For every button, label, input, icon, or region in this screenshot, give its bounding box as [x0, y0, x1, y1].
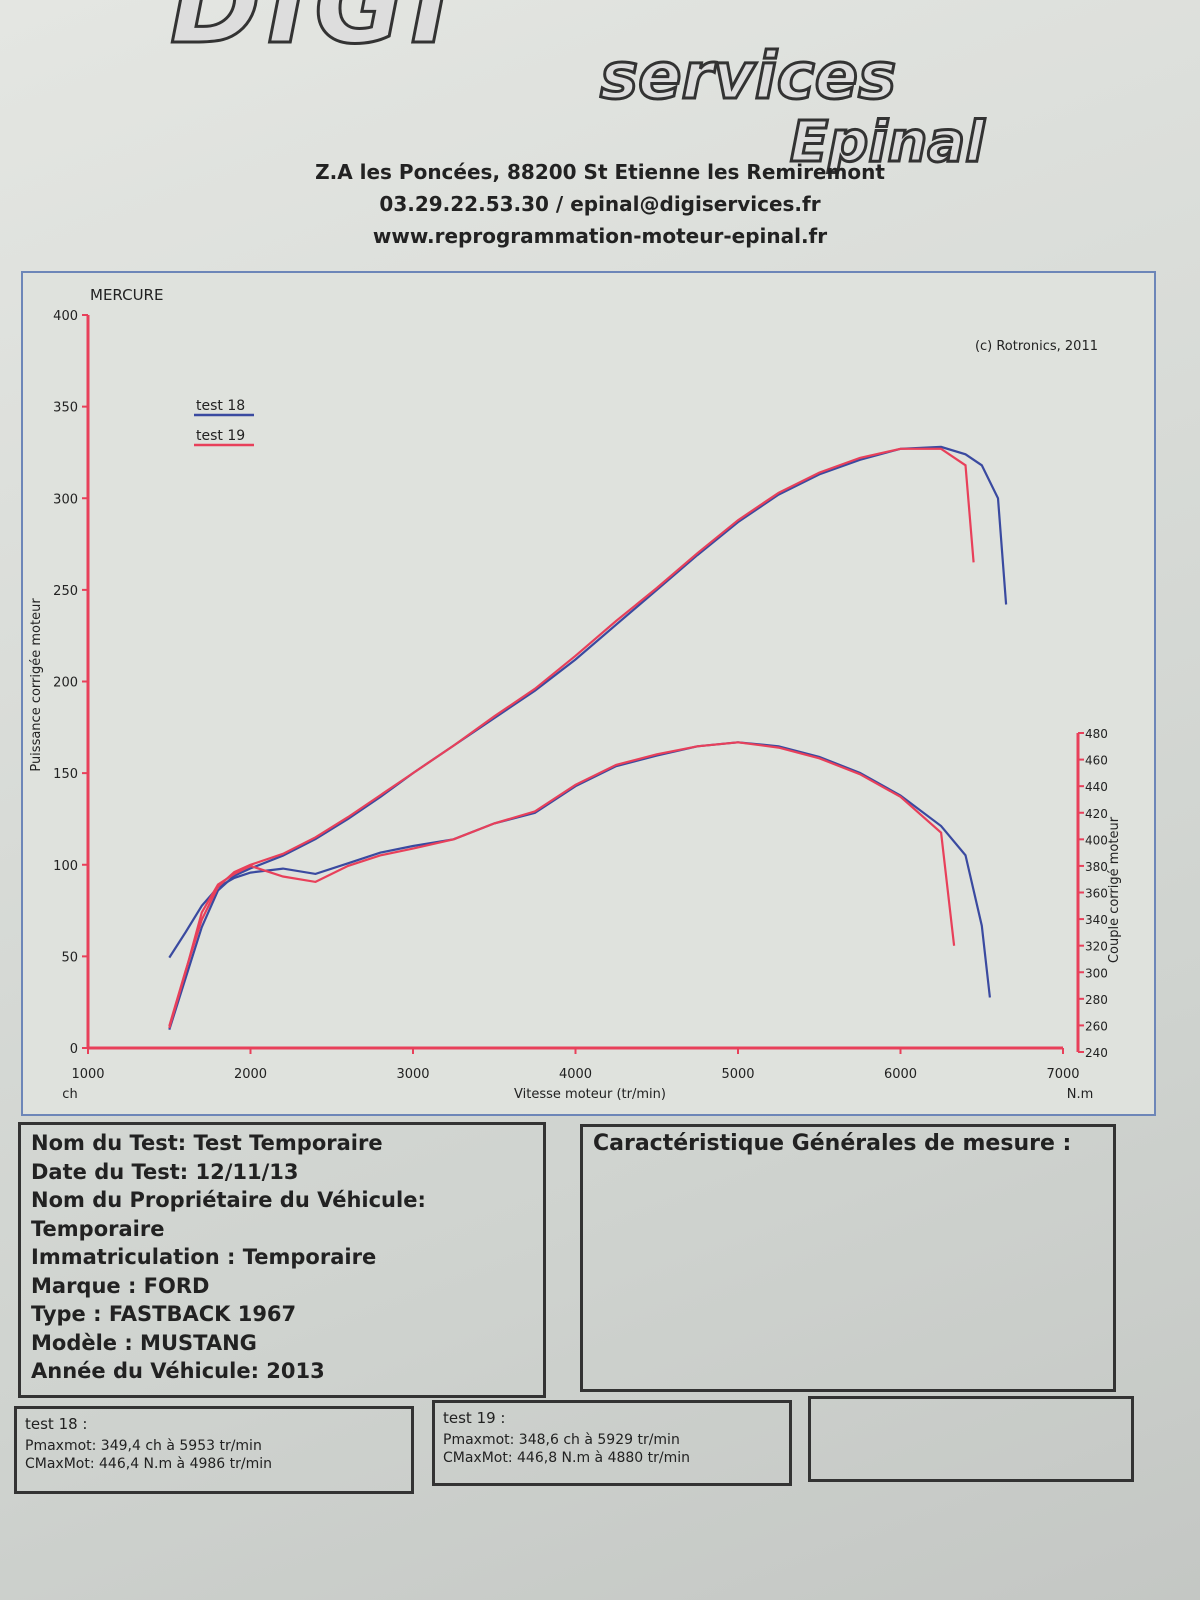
contact: 03.29.22.53.30 / epinal@digiservices.fr: [379, 192, 821, 216]
website: www.reprogrammation-moteur-epinal.fr: [372, 224, 828, 248]
y-unit: ch: [62, 1087, 77, 1102]
empty-box: [808, 1396, 1134, 1482]
legend-label: test 18: [196, 398, 245, 414]
y-tick-label: 50: [61, 950, 78, 965]
copyright: (c) Rotronics, 2011: [975, 339, 1098, 354]
y2-axis-label: Couple corrigé moteur: [1107, 816, 1122, 963]
y-tick-label: 250: [53, 584, 78, 599]
y2-tick-label: 300: [1085, 966, 1108, 980]
y2-tick-label: 240: [1085, 1046, 1108, 1060]
test-info-line: Nom du Test: Test Temporaire: [31, 1131, 383, 1155]
test-info-line: Marque : FORD: [31, 1273, 210, 1298]
y2-tick-label: 480: [1085, 727, 1108, 741]
y-tick-label: 200: [53, 676, 78, 691]
result-box: test 19 : Pmaxmot: 348,6 ch à 5929 tr/min…: [432, 1400, 792, 1486]
test-info-line: Type : FASTBACK 1967: [31, 1302, 297, 1326]
logo-city: Epinal: [788, 109, 985, 177]
torque-line: [168, 741, 956, 1029]
x-tick-label: 7000: [1046, 1067, 1079, 1082]
test-info-line: Nom du Propriétaire du Véhicule:: [31, 1188, 426, 1212]
x-tick-label: 1000: [71, 1067, 104, 1082]
result-line: CMaxMot: 446,4 N.m à 4986 tr/min: [25, 1456, 273, 1472]
chart-frame: [21, 271, 1156, 1116]
y-axis-label: Puissance corrigée moteur: [29, 598, 44, 772]
characteristics-title: Caractéristique Générales de mesure :: [593, 1131, 1072, 1156]
y2-tick-label: 280: [1085, 993, 1108, 1007]
test-info-line: Modèle : MUSTANG: [31, 1330, 257, 1355]
characteristics-box: Caractéristique Générales de mesure :: [580, 1124, 1116, 1392]
x-tick-label: 5000: [721, 1067, 754, 1082]
power-line: [168, 447, 975, 1027]
y2-unit: N.m: [1067, 1087, 1094, 1102]
y2-tick-label: 380: [1085, 860, 1108, 874]
legend-label: test 19: [196, 428, 245, 444]
x-tick-label: 4000: [559, 1067, 592, 1082]
test-info-line: Immatriculation : Temporaire: [31, 1245, 377, 1269]
y2-tick-label: 340: [1085, 913, 1108, 927]
chart-title: MERCURE: [90, 286, 163, 304]
test-info-line: Année du Véhicule: 2013: [31, 1359, 325, 1383]
y2-tick-label: 440: [1085, 780, 1108, 794]
y2-tick-label: 320: [1085, 940, 1108, 954]
y2-tick-label: 460: [1085, 754, 1108, 768]
y-tick-label: 400: [53, 309, 78, 324]
y-tick-label: 0: [70, 1042, 78, 1057]
test-info-line: Temporaire: [31, 1216, 165, 1241]
result-line: Pmaxmot: 349,4 ch à 5953 tr/min: [25, 1438, 262, 1454]
torque-line: [168, 741, 991, 998]
result-title: test 19 :: [443, 1409, 506, 1427]
logo-main: DIGI: [168, 0, 458, 70]
y-tick-label: 150: [53, 767, 78, 782]
y2-tick-label: 400: [1085, 833, 1108, 847]
x-tick-label: 2000: [234, 1067, 267, 1082]
y2-tick-label: 420: [1085, 807, 1108, 821]
result-line: CMaxMot: 446,8 N.m à 4880 tr/min: [443, 1450, 691, 1466]
y-tick-label: 350: [53, 401, 78, 416]
result-line: Pmaxmot: 348,6 ch à 5929 tr/min: [443, 1432, 680, 1448]
result-box: test 18 : Pmaxmot: 349,4 ch à 5953 tr/min…: [14, 1406, 414, 1494]
logo-services: services: [598, 39, 897, 116]
result-title: test 18 :: [25, 1415, 88, 1433]
test-info-line: Date du Test: 12/11/13: [31, 1159, 299, 1184]
y-tick-label: 100: [53, 859, 78, 874]
x-axis-label: Vitesse moteur (tr/min): [514, 1087, 666, 1102]
y-tick-label: 300: [53, 492, 78, 507]
y2-tick-label: 260: [1085, 1019, 1108, 1033]
x-tick-label: 3000: [396, 1067, 429, 1082]
test-info-box: Nom du Test: Test Temporaire Date du Test…: [18, 1122, 546, 1398]
y2-tick-label: 360: [1085, 887, 1108, 901]
address: Z.A les Poncées, 88200 St Etienne les Re…: [315, 160, 885, 184]
x-tick-label: 6000: [884, 1067, 917, 1082]
